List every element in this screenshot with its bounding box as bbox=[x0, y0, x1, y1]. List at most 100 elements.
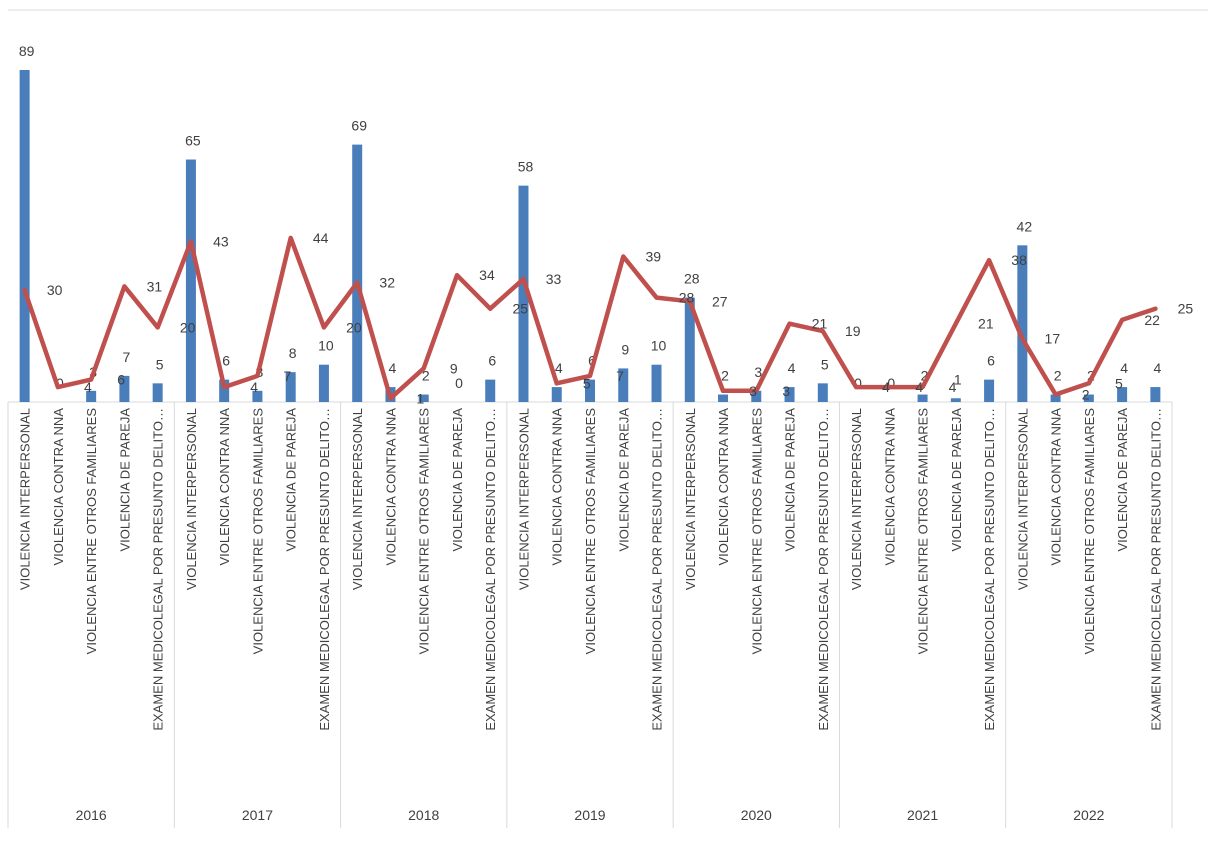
year-label: 2016 bbox=[76, 807, 107, 823]
category-label: VIOLENCIA ENTRE OTROS FAMILIARES bbox=[749, 408, 764, 655]
line-data-label: 4 bbox=[250, 379, 258, 395]
bar bbox=[352, 144, 363, 402]
line-data-label: 1 bbox=[417, 390, 425, 406]
category-label: VIOLENCIA DE PAREJA bbox=[117, 408, 132, 552]
bar-data-label: 2 bbox=[422, 368, 430, 384]
bar-data-label: 2 bbox=[721, 368, 729, 384]
category-label: VIOLENCIA CONTRA NNA bbox=[716, 408, 731, 566]
bar-data-label: 69 bbox=[351, 118, 367, 134]
category-label: VIOLENCIA ENTRE OTROS FAMILIARES bbox=[250, 408, 265, 655]
bar-data-label: 58 bbox=[518, 159, 534, 175]
category-label: VIOLENCIA CONTRA NNA bbox=[383, 408, 398, 566]
category-label: EXAMEN MEDICOLEGAL POR PRESUNTO DELITO… bbox=[151, 408, 166, 731]
bar bbox=[651, 364, 662, 402]
bar bbox=[518, 185, 529, 402]
bar-data-label: 42 bbox=[1017, 218, 1033, 234]
line-data-label: 20 bbox=[346, 319, 362, 335]
category-label: VIOLENCIA ENTRE OTROS FAMILIARES bbox=[583, 408, 598, 655]
category-label: VIOLENCIA CONTRA NNA bbox=[217, 408, 232, 566]
bar bbox=[152, 383, 163, 402]
bar-data-label: 4 bbox=[389, 360, 397, 376]
line-data-label: 22 bbox=[1144, 312, 1160, 328]
bar bbox=[1150, 387, 1161, 402]
bar bbox=[784, 387, 795, 402]
bar-data-label: 6 bbox=[222, 353, 230, 369]
line-data-label: 25 bbox=[1178, 301, 1194, 317]
line-data-label: 39 bbox=[645, 249, 661, 265]
bar-data-label: 5 bbox=[821, 356, 829, 372]
bar-data-label: 6 bbox=[488, 353, 496, 369]
line-data-label: 4 bbox=[915, 379, 923, 395]
category-label: EXAMEN MEDICOLEGAL POR PRESUNTO DELITO… bbox=[982, 408, 997, 731]
line-data-label: 38 bbox=[1011, 252, 1027, 268]
bar-data-label: 9 bbox=[621, 341, 629, 357]
bar bbox=[684, 297, 695, 402]
bar-data-label: 28 bbox=[684, 271, 700, 287]
bar bbox=[551, 387, 562, 402]
year-label: 2022 bbox=[1073, 807, 1104, 823]
bar-data-label: 6 bbox=[987, 353, 995, 369]
line-data-label: 21 bbox=[978, 316, 994, 332]
line-data-label: 30 bbox=[47, 282, 63, 298]
line-data-label: 34 bbox=[479, 267, 495, 283]
bar bbox=[950, 398, 961, 402]
category-label: VIOLENCIA INTERPERSONAL bbox=[184, 408, 199, 590]
category-label: VIOLENCIA INTERPERSONAL bbox=[1015, 408, 1030, 590]
line-data-label: 25 bbox=[512, 301, 528, 317]
bar bbox=[1050, 394, 1061, 402]
bar-data-label: 8 bbox=[289, 345, 297, 361]
category-label: EXAMEN MEDICOLEGAL POR PRESUNTO DELITO… bbox=[650, 408, 665, 731]
year-label: 2021 bbox=[907, 807, 938, 823]
bar bbox=[585, 379, 595, 402]
bar bbox=[984, 379, 995, 402]
line-data-label: 28 bbox=[679, 290, 695, 306]
bar bbox=[19, 70, 30, 402]
line-data-label: 4 bbox=[949, 379, 957, 395]
bar-data-label: 0 bbox=[455, 375, 463, 391]
category-label: VIOLENCIA ENTRE OTROS FAMILIARES bbox=[84, 408, 99, 655]
category-label: VIOLENCIA CONTRA NNA bbox=[1049, 408, 1064, 566]
bar bbox=[1017, 245, 1028, 402]
category-label: VIOLENCIA INTERPERSONAL bbox=[849, 408, 864, 590]
category-label: VIOLENCIA DE PAREJA bbox=[783, 408, 798, 552]
line-data-label: 3 bbox=[782, 383, 790, 399]
line-data-label: 5 bbox=[1115, 375, 1123, 391]
category-label: VIOLENCIA DE PAREJA bbox=[949, 408, 964, 552]
bar-data-label: 0 bbox=[854, 375, 862, 391]
bar-data-label: 65 bbox=[185, 133, 201, 149]
category-label: VIOLENCIA ENTRE OTROS FAMILIARES bbox=[916, 408, 931, 655]
line-data-label: 7 bbox=[284, 368, 292, 384]
category-label: VIOLENCIA ENTRE OTROS FAMILIARES bbox=[1082, 408, 1097, 655]
bar-data-label: 0 bbox=[56, 375, 64, 391]
line-series bbox=[22, 235, 1158, 401]
line-data-label: 32 bbox=[379, 275, 395, 291]
bar bbox=[185, 159, 196, 402]
bar bbox=[418, 394, 429, 402]
line-data-label: 9 bbox=[450, 360, 458, 376]
bar bbox=[86, 390, 97, 402]
line-data-label: 43 bbox=[213, 234, 229, 250]
category-label: VIOLENCIA DE PAREJA bbox=[1115, 408, 1130, 552]
category-label: EXAMEN MEDICOLEGAL POR PRESUNTO DELITO… bbox=[317, 408, 332, 731]
bar-data-label: 1 bbox=[954, 371, 962, 387]
line-data-label: 44 bbox=[313, 230, 329, 246]
category-label: VIOLENCIA INTERPERSONAL bbox=[350, 408, 365, 590]
bar-data-label: 2 bbox=[921, 368, 929, 384]
bar-data-label: 4 bbox=[555, 360, 563, 376]
category-label: VIOLENCIA CONTRA NNA bbox=[882, 408, 897, 566]
line-data-label: 5 bbox=[583, 375, 591, 391]
bar bbox=[751, 390, 762, 402]
category-label: VIOLENCIA DE PAREJA bbox=[616, 408, 631, 552]
line-data-label: 33 bbox=[546, 271, 562, 287]
category-label: EXAMEN MEDICOLEGAL POR PRESUNTO DELITO… bbox=[1148, 408, 1163, 731]
bar-data-label: 5 bbox=[156, 356, 164, 372]
category-label: VIOLENCIA INTERPERSONAL bbox=[683, 408, 698, 590]
bar-data-label: 4 bbox=[1153, 360, 1161, 376]
year-label: 2019 bbox=[574, 807, 605, 823]
bar bbox=[1083, 394, 1094, 402]
line-data-label: 20 bbox=[180, 319, 196, 335]
bar bbox=[252, 390, 263, 402]
bar bbox=[285, 372, 296, 402]
